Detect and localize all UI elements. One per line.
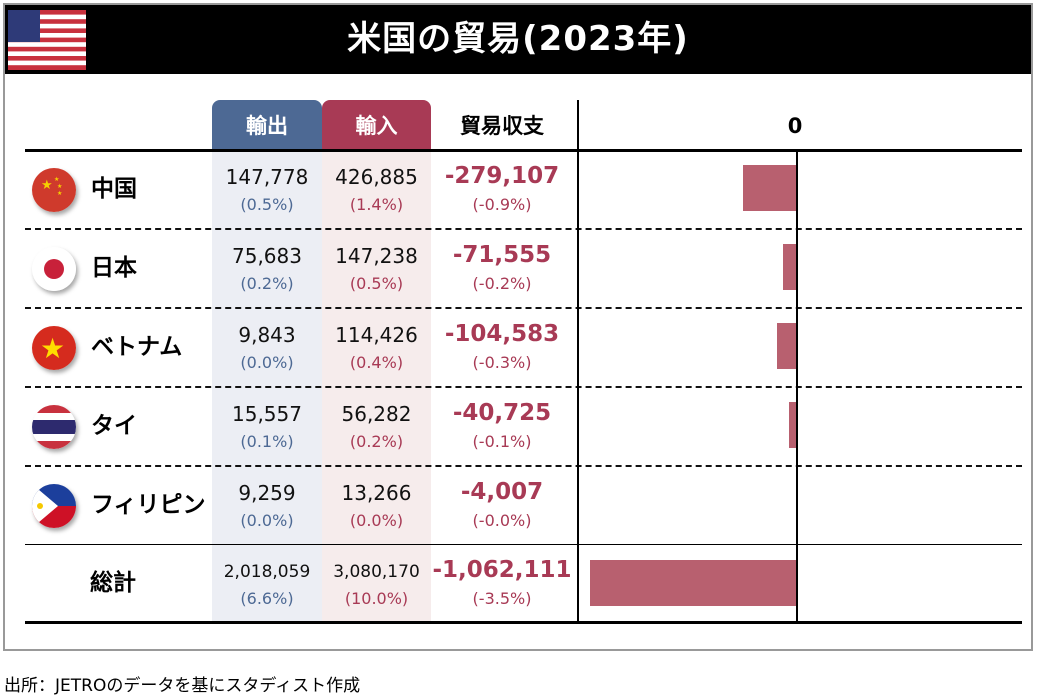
- balance-share: (-0.1%): [472, 432, 532, 451]
- total-row: 総計 2,018,059 (6.6%) 3,080,170 (10.0%) -1,062,…: [25, 544, 1022, 623]
- vietnam-flag-icon: ★: [32, 326, 76, 370]
- export-value: 9,843: [238, 323, 296, 347]
- balance-share: (-0.9%): [472, 195, 532, 214]
- country-name: ベトナム: [91, 334, 183, 360]
- export-share: (0.1%): [240, 432, 294, 451]
- export-share: (6.6%): [240, 589, 294, 608]
- import-value: 56,282: [341, 402, 412, 426]
- balance-value: -4,007: [460, 479, 544, 505]
- import-share: (0.0%): [349, 511, 404, 530]
- total-line: [25, 544, 1022, 545]
- table-row: ★ ★ ★ ★ 中国 147,778 (0.5%) 426,885 (1.4%) -279,107…: [25, 150, 1022, 229]
- export-value: 75,683: [232, 244, 302, 268]
- balance-bar-3: [789, 402, 797, 448]
- page-title: 米国の貿易(2023年): [5, 5, 1031, 74]
- import-value: 114,426: [335, 323, 418, 347]
- header-line: [25, 149, 1022, 152]
- balance-bar-1: [783, 244, 797, 290]
- import-share: (1.4%): [349, 195, 404, 214]
- balance-bar-0: [742, 165, 797, 211]
- row-divider: [25, 386, 1022, 388]
- country-name: 中国: [91, 176, 137, 202]
- zero-tick-label: 0: [787, 114, 803, 138]
- export-share: (0.0%): [240, 353, 294, 372]
- balance-bar-5: [590, 560, 797, 606]
- country-name: フィリピン: [91, 492, 206, 518]
- balance-value: -1,062,111: [432, 557, 572, 583]
- row-divider: [25, 228, 1022, 230]
- export-share: (0.2%): [240, 274, 294, 293]
- table-row: ★ ベトナム 9,843 (0.0%) 114,426 (0.4%) -104,583 (-0…: [25, 308, 1022, 387]
- source-note: 出所：JETROのデータを基にスタディスト作成: [4, 676, 361, 696]
- balance-header: 貿易収支: [460, 114, 544, 138]
- export-value: 147,778: [225, 165, 309, 189]
- country-name: タイ: [91, 413, 137, 439]
- balance-share: (-0.0%): [472, 511, 532, 530]
- import-value: 3,080,170: [333, 562, 420, 582]
- import-header: 輸入: [322, 100, 431, 150]
- balance-share: (-3.5%): [472, 589, 532, 608]
- japan-flag-icon: [32, 247, 76, 291]
- import-share: (0.2%): [349, 432, 404, 451]
- balance-share: (-0.3%): [472, 353, 532, 372]
- table-row: タイ 15,557 (0.1%) 56,282 (0.2%) -40,725 (-0.1%): [25, 387, 1022, 466]
- row-divider: [25, 307, 1022, 309]
- zero-axis: [796, 150, 798, 622]
- import-share: (0.4%): [349, 353, 404, 372]
- svg-text:★: ★: [41, 178, 53, 193]
- import-value: 147,238: [335, 244, 418, 268]
- table-row: 日本 75,683 (0.2%) 147,238 (0.5%) -71,555 (-0.2%…: [25, 229, 1022, 308]
- import-value: 426,885: [335, 165, 418, 189]
- balance-value: -279,107: [444, 163, 560, 189]
- balance-value: -71,555: [452, 242, 552, 268]
- import-share: (10.0%): [344, 589, 409, 608]
- us-flag-icon: [8, 10, 86, 70]
- row-divider: [25, 465, 1022, 467]
- svg-text:★: ★: [40, 332, 65, 365]
- svg-text:★: ★: [57, 190, 62, 197]
- export-header: 輸出: [212, 100, 322, 150]
- chart-left-border: [577, 100, 579, 622]
- country-name: 総計: [90, 570, 136, 596]
- svg-text:★: ★: [57, 183, 62, 190]
- balance-value: -40,725: [452, 400, 552, 426]
- chart-frame: [3, 3, 1033, 651]
- export-value: 2,018,059: [223, 562, 311, 582]
- balance-bar-2: [776, 323, 797, 369]
- export-share: (0.5%): [240, 195, 294, 214]
- table-row: フィリピン 9,259 (0.0%) 13,266 (0.0%) -4,007 (-0.0%…: [25, 466, 1022, 545]
- balance-share: (-0.2%): [472, 274, 532, 293]
- svg-text:★: ★: [54, 176, 59, 183]
- import-value: 13,266: [341, 481, 412, 505]
- country-name: 日本: [91, 255, 137, 281]
- export-share: (0.0%): [240, 511, 294, 530]
- import-share: (0.5%): [349, 274, 404, 293]
- bottom-line: [25, 621, 1022, 624]
- balance-value: -104,583: [444, 321, 560, 347]
- china-flag-icon: ★ ★ ★ ★: [32, 168, 76, 212]
- export-value: 9,259: [238, 481, 296, 505]
- philippines-flag-icon: [32, 484, 76, 528]
- export-value: 15,557: [232, 402, 302, 426]
- thailand-flag-icon: [32, 405, 76, 449]
